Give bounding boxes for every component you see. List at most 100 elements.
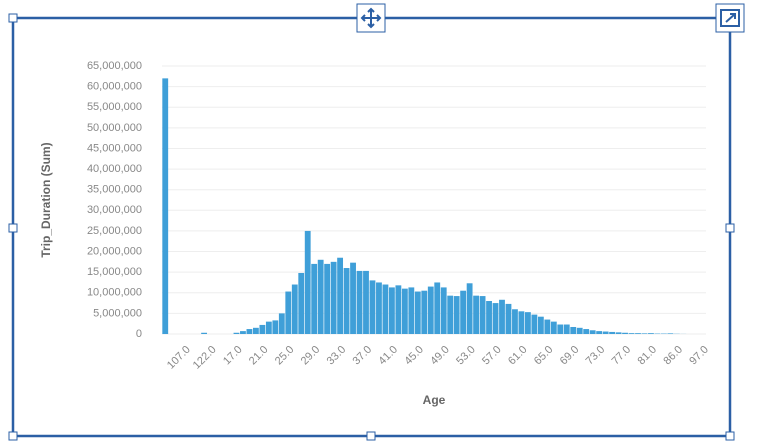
x-tick-label: 73.0 bbox=[584, 344, 608, 368]
bar bbox=[240, 331, 246, 334]
bar bbox=[641, 333, 648, 334]
bar bbox=[330, 261, 337, 334]
y-tick-label: 30,000,000 bbox=[87, 204, 142, 216]
bar bbox=[356, 270, 363, 334]
x-tick-label: 81.0 bbox=[635, 344, 659, 368]
bar bbox=[563, 324, 570, 334]
bar bbox=[311, 263, 318, 334]
bar bbox=[524, 312, 531, 334]
bar bbox=[512, 309, 518, 334]
bar bbox=[434, 282, 441, 334]
bar bbox=[272, 320, 279, 334]
bar bbox=[401, 288, 408, 334]
bar bbox=[427, 286, 434, 334]
bar bbox=[395, 285, 402, 334]
x-tick-label: 77.0 bbox=[610, 344, 634, 368]
bar bbox=[518, 311, 525, 334]
bar bbox=[667, 333, 674, 334]
bar bbox=[576, 327, 583, 334]
bar bbox=[486, 301, 492, 334]
bar bbox=[350, 262, 356, 334]
bar bbox=[492, 303, 499, 334]
bar bbox=[479, 296, 486, 334]
bar bbox=[589, 330, 596, 334]
bar bbox=[304, 230, 311, 334]
bar bbox=[557, 324, 564, 334]
y-tick-label: 20,000,000 bbox=[87, 245, 142, 257]
bar bbox=[369, 280, 376, 334]
x-tick-label: 29.0 bbox=[299, 344, 323, 368]
bar bbox=[537, 316, 544, 334]
bar bbox=[376, 282, 382, 334]
bar bbox=[596, 331, 603, 334]
bar bbox=[363, 270, 369, 334]
bar bbox=[291, 284, 298, 334]
bar bbox=[162, 78, 169, 334]
move-button[interactable] bbox=[356, 3, 386, 33]
bar bbox=[259, 324, 266, 334]
bar bbox=[505, 303, 512, 334]
y-axis-label: Trip_Duration (Sum) bbox=[39, 142, 53, 257]
bar bbox=[408, 287, 415, 334]
bar bbox=[337, 257, 344, 334]
bar bbox=[570, 326, 577, 334]
bar bbox=[317, 259, 324, 334]
bar bbox=[531, 314, 538, 334]
x-tick-label: 33.0 bbox=[325, 344, 349, 368]
bar bbox=[285, 291, 292, 334]
bar bbox=[466, 283, 473, 334]
bar bbox=[460, 290, 467, 334]
x-tick-label: 25.0 bbox=[273, 344, 297, 368]
bar bbox=[635, 333, 641, 334]
bar bbox=[324, 263, 331, 334]
x-tick-label: 49.0 bbox=[428, 344, 452, 368]
bar bbox=[447, 295, 454, 334]
x-axis-label: Age bbox=[423, 393, 446, 407]
y-tick-label: 25,000,000 bbox=[87, 225, 142, 237]
x-tick-label: 97.0 bbox=[687, 344, 711, 368]
bar bbox=[382, 284, 389, 334]
y-tick-label: 0 bbox=[136, 328, 142, 340]
x-tick-label: 69.0 bbox=[558, 344, 582, 368]
bar bbox=[648, 333, 654, 334]
expand-button[interactable] bbox=[715, 3, 745, 33]
bar bbox=[440, 287, 447, 334]
bar bbox=[265, 321, 272, 334]
x-tick-label: 65.0 bbox=[532, 344, 556, 368]
bar bbox=[602, 331, 609, 334]
y-tick-label: 15,000,000 bbox=[87, 266, 142, 278]
x-tick-label: 21.0 bbox=[247, 344, 271, 368]
y-tick-label: 35,000,000 bbox=[87, 184, 142, 196]
y-tick-label: 60,000,000 bbox=[87, 81, 142, 93]
bar bbox=[246, 329, 253, 334]
x-tick-label: 41.0 bbox=[376, 344, 400, 368]
x-tick-label: 17.0 bbox=[221, 344, 245, 368]
bar bbox=[615, 332, 622, 334]
bar bbox=[473, 295, 480, 334]
bar bbox=[343, 268, 350, 334]
bar bbox=[453, 296, 460, 334]
bar bbox=[298, 272, 305, 334]
bar bbox=[499, 299, 505, 334]
x-tick-label: 57.0 bbox=[480, 344, 504, 368]
x-tick-label: 45.0 bbox=[402, 344, 426, 368]
y-tick-label: 5,000,000 bbox=[93, 307, 142, 319]
bar bbox=[201, 332, 208, 334]
y-tick-label: 50,000,000 bbox=[87, 122, 142, 134]
bar bbox=[388, 287, 395, 334]
bar bbox=[278, 313, 285, 334]
bar bbox=[544, 319, 551, 334]
bar bbox=[628, 333, 635, 334]
bar bbox=[622, 332, 628, 334]
y-tick-label: 45,000,000 bbox=[87, 142, 142, 154]
resize-handles[interactable] bbox=[8, 13, 735, 441]
bar bbox=[233, 332, 240, 334]
y-tick-label: 65,000,000 bbox=[87, 60, 142, 72]
bar bbox=[550, 321, 557, 334]
x-tick-label: 61.0 bbox=[506, 344, 530, 368]
bar bbox=[583, 329, 590, 334]
x-tick-label: 53.0 bbox=[454, 344, 478, 368]
y-tick-label: 55,000,000 bbox=[87, 101, 142, 113]
y-tick-label: 10,000,000 bbox=[87, 287, 142, 299]
